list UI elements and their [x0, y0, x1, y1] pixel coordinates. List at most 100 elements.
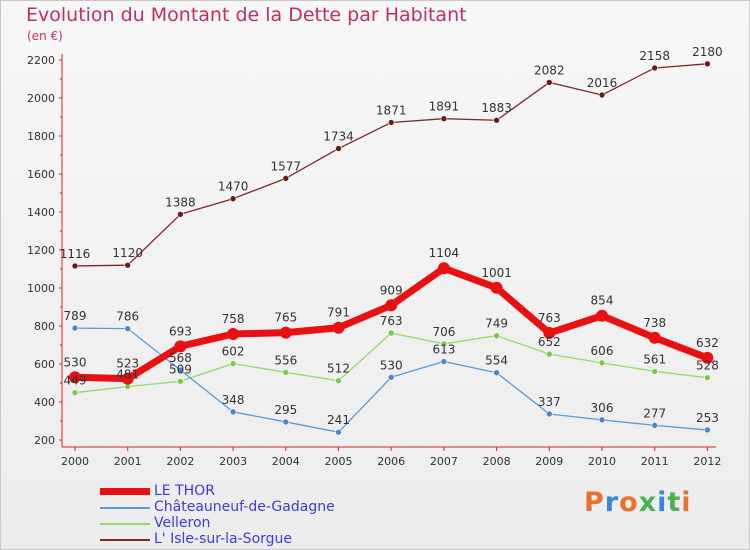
- data-point: [387, 373, 395, 381]
- proxiti-logo: Proxiti: [584, 487, 692, 518]
- logo-letter: x: [638, 487, 658, 518]
- data-label: 738: [643, 316, 666, 330]
- data-label: 2016: [587, 76, 618, 90]
- data-label: 523: [116, 357, 139, 371]
- x-tick-label: 2005: [325, 455, 353, 468]
- data-label: 693: [169, 324, 192, 338]
- data-point: [227, 327, 240, 340]
- data-point: [437, 262, 450, 275]
- data-point: [124, 261, 131, 269]
- y-tick-label: 1800: [27, 130, 55, 143]
- logo-letter: P: [584, 487, 605, 518]
- line-chart: 200 400 600 800 1000 1200 1400 1600 1800 2000 2200…: [27, 45, 723, 468]
- x-tick-label: 2010: [588, 455, 616, 468]
- x-tick-label: 2004: [272, 455, 300, 468]
- y-tick-label: 1600: [27, 168, 55, 181]
- data-point: [440, 358, 448, 365]
- data-label: 749: [485, 317, 508, 331]
- data-label: 2180: [692, 45, 723, 59]
- data-point: [387, 329, 395, 337]
- data-label: 1001: [481, 266, 512, 280]
- data-point: [335, 377, 342, 385]
- data-label: 1470: [218, 180, 249, 194]
- x-tick-label: 2012: [693, 455, 721, 468]
- data-point: [493, 369, 500, 377]
- data-point: [651, 368, 659, 375]
- data-label: 561: [643, 352, 666, 366]
- data-point: [545, 350, 553, 358]
- data-point: [543, 327, 556, 340]
- data-label: 613: [432, 343, 455, 357]
- data-point: [282, 369, 290, 376]
- data-point: [440, 115, 448, 123]
- y-tick-label: 2000: [27, 92, 55, 105]
- data-label: 1883: [481, 101, 512, 115]
- x-tick-label: 2007: [430, 455, 458, 468]
- data-point: [648, 331, 661, 344]
- data-point: [229, 195, 237, 202]
- x-tick-label: 2008: [483, 455, 511, 468]
- data-point: [385, 299, 398, 312]
- y-tick-label: 2200: [27, 54, 55, 67]
- x-tick-label: 2002: [166, 455, 194, 468]
- data-label: 554: [485, 354, 508, 368]
- y-tick-label: 800: [34, 320, 55, 333]
- legend-label: Velleron: [154, 515, 211, 531]
- data-point: [124, 325, 131, 332]
- data-label: 277: [643, 406, 666, 420]
- x-tick-label: 2011: [641, 455, 669, 468]
- y-tick-label: 200: [34, 434, 55, 447]
- y-tick-label: 400: [34, 396, 55, 409]
- logo-letter: i: [657, 487, 668, 518]
- data-label: 509: [169, 362, 192, 376]
- legend-swatch-velleron: [100, 523, 150, 525]
- data-label: 652: [538, 335, 561, 349]
- data-label: 1577: [271, 159, 302, 173]
- data-point: [71, 262, 79, 270]
- series-line-3: [74, 63, 709, 267]
- data-point: [229, 360, 237, 367]
- data-point: [651, 422, 659, 429]
- data-point: [177, 366, 184, 374]
- data-label: 765: [274, 311, 297, 325]
- data-point: [71, 324, 79, 332]
- data-point: [71, 389, 79, 396]
- data-label: 568: [169, 351, 192, 365]
- data-label: 1116: [60, 247, 91, 261]
- data-point: [493, 332, 500, 339]
- data-label: 1388: [165, 195, 196, 209]
- data-label: 2158: [639, 49, 670, 63]
- data-point: [440, 340, 448, 348]
- data-point: [651, 64, 659, 72]
- x-tick-label: 2003: [219, 455, 247, 468]
- data-label: 530: [380, 358, 403, 372]
- data-label: 295: [274, 403, 297, 417]
- y-tick-label: 1200: [27, 244, 55, 257]
- data-label: 1104: [429, 246, 460, 260]
- data-point: [335, 145, 342, 152]
- data-label: 512: [327, 362, 350, 376]
- x-tick-label: 2009: [535, 455, 563, 468]
- x-tick-label: 2001: [114, 455, 142, 468]
- data-label: 481: [116, 368, 139, 382]
- data-point: [229, 408, 237, 416]
- data-label: 791: [327, 306, 350, 320]
- data-label: 854: [591, 294, 614, 308]
- y-tick-label: 1400: [27, 206, 55, 219]
- data-label: 337: [538, 395, 561, 409]
- data-label: 1891: [429, 100, 460, 114]
- logo-letter: i: [681, 487, 692, 518]
- data-label: 789: [64, 309, 87, 323]
- legend-label: LE THOR: [154, 483, 215, 499]
- data-label: 530: [64, 355, 87, 369]
- data-point: [335, 428, 342, 436]
- data-label: 763: [538, 311, 561, 325]
- data-point: [598, 359, 606, 367]
- chart-title: Evolution du Montant de la Dette par Hab…: [26, 4, 467, 26]
- data-label: 306: [591, 401, 614, 415]
- data-point: [332, 321, 345, 334]
- data-point: [177, 377, 184, 385]
- data-point: [177, 210, 184, 218]
- data-point: [493, 116, 500, 124]
- legend-swatch-isle-sur-la-sorgue: [100, 539, 150, 541]
